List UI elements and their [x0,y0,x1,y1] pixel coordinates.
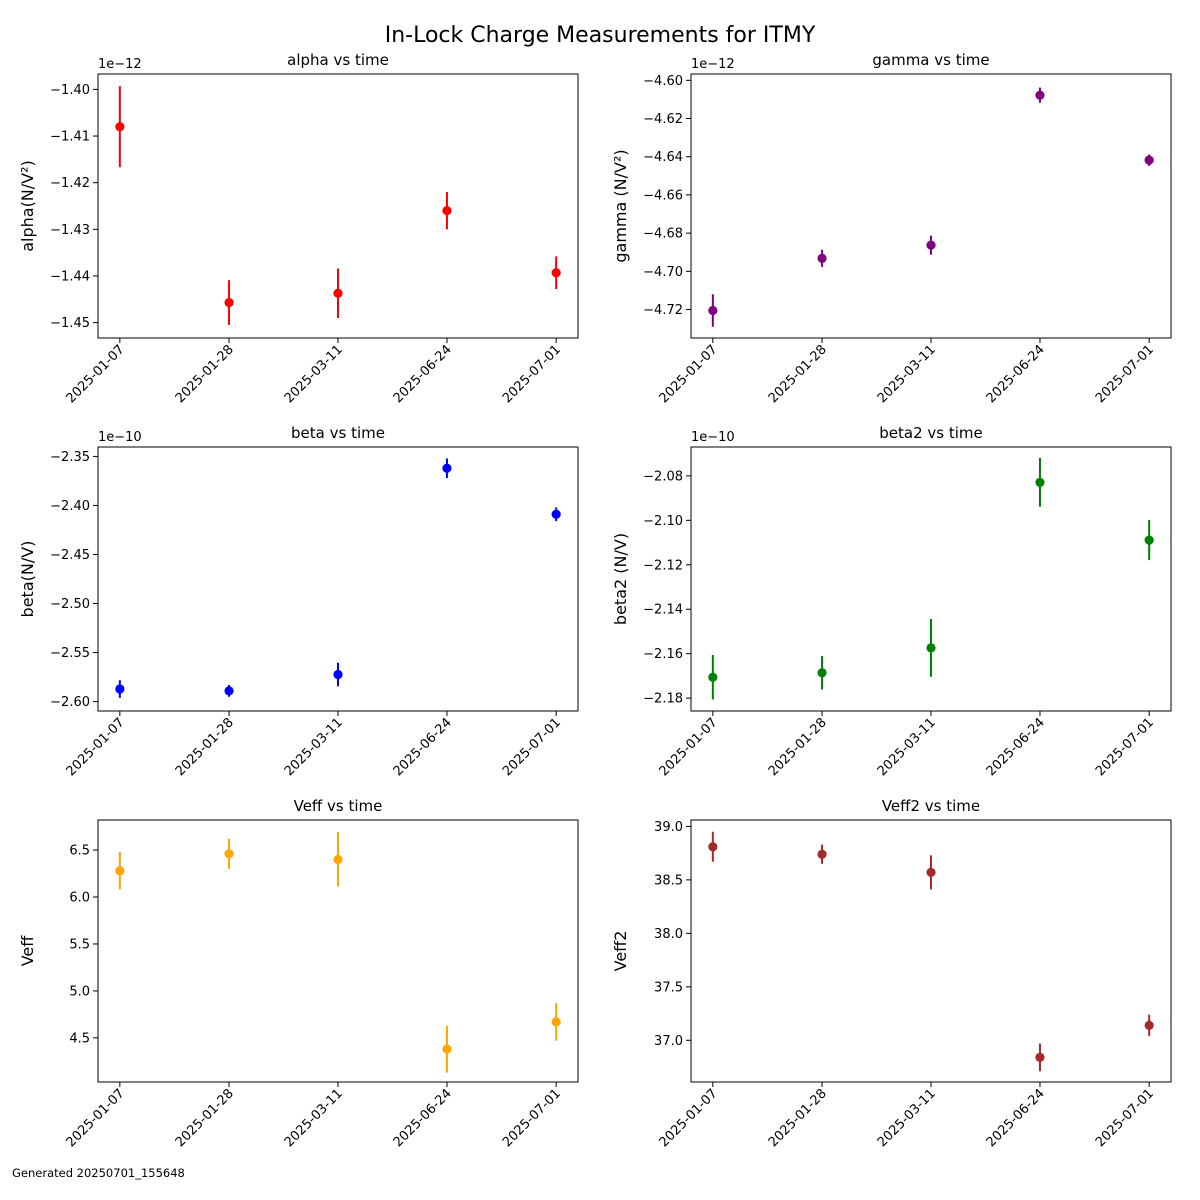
y-tick-label: −4.70 [643,265,683,280]
subplot-title: gamma vs time [872,51,989,69]
y-tick-label: −4.60 [643,74,683,89]
y-tick-label: −4.62 [643,112,683,127]
y-tick-label: 37.0 [654,1034,683,1049]
y-axis-label: beta(N/V) [18,541,37,618]
subplot-title: beta vs time [291,424,385,442]
y-tick-label: 6.0 [69,891,90,906]
subplot-title: Veff vs time [294,797,383,815]
data-point [926,867,936,878]
y-tick-label: 4.5 [69,1031,90,1046]
data-point [551,268,561,278]
subplot-title: beta2 vs time [879,424,982,442]
data-point [708,842,718,852]
data-point [551,1017,561,1027]
y-tick-label: 39.0 [654,820,683,835]
y-tick-label: −2.14 [643,603,683,618]
y-tick-label: −2.50 [50,597,90,612]
y-tick-label: −1.43 [50,223,90,238]
y-tick-label: 38.5 [654,873,683,888]
y-tick-label: 37.5 [654,980,683,995]
y-tick-label: 5.0 [69,984,90,999]
y-tick-label: −4.72 [643,303,683,318]
data-point [1144,155,1154,165]
y-tick-label: −1.40 [50,83,90,98]
y-tick-label: −4.68 [643,227,683,242]
y-tick-label: 5.5 [69,937,90,952]
y-axis-label: gamma (N/V²) [611,149,630,262]
data-point [442,1044,452,1054]
y-offset-label: 1e−10 [98,430,142,445]
subplot-title: Veff2 vs time [882,797,980,815]
y-tick-label: −1.44 [50,269,90,284]
data-point [442,463,452,473]
data-point [224,297,234,308]
data-point [333,288,343,298]
y-axis-label: Veff2 [611,931,630,972]
y-axis-label: Veff [18,935,37,967]
data-point [926,643,936,653]
y-tick-label: 6.5 [69,844,90,859]
data-point [817,253,827,263]
y-offset-label: 1e−10 [691,430,735,445]
y-offset-label: 1e−12 [98,57,142,72]
data-point [1035,90,1045,100]
data-point [442,206,452,216]
subplot-title: alpha vs time [287,51,389,69]
generated-footer: Generated 20250701_155648 [12,1166,185,1180]
data-point [1035,477,1045,487]
data-point [817,849,827,859]
data-point [708,305,718,316]
data-point [817,668,827,678]
y-offset-label: 1e−12 [691,57,735,72]
data-point [224,849,234,859]
data-point [926,240,936,250]
y-tick-label: 38.0 [654,927,683,942]
y-tick-label: −2.12 [643,558,683,573]
data-point [708,672,718,682]
y-tick-label: −4.66 [643,188,683,203]
y-tick-label: −2.10 [643,514,683,529]
y-tick-label: −2.60 [50,695,90,710]
y-tick-label: −2.08 [643,469,683,484]
y-axis-label: alpha(N/V²) [18,160,37,252]
data-point [115,122,125,132]
y-tick-label: −2.35 [50,450,90,465]
figure-title: In-Lock Charge Measurements for ITMY [385,23,816,48]
y-tick-label: −1.41 [50,130,90,145]
y-tick-label: −2.55 [50,646,90,661]
y-tick-label: −2.16 [643,647,683,662]
y-tick-label: −1.45 [50,316,90,331]
y-tick-label: −2.45 [50,548,90,563]
data-point [115,866,125,876]
y-tick-label: −2.40 [50,499,90,514]
y-axis-label: beta2 (N/V) [611,533,630,625]
data-point [1035,1052,1045,1063]
y-tick-label: −2.18 [643,692,683,707]
data-point [1144,535,1154,545]
data-point [551,509,561,519]
data-point [224,686,234,696]
y-tick-label: −1.42 [50,176,90,191]
data-point [333,669,343,680]
data-point [333,854,343,865]
y-tick-label: −4.64 [643,150,683,165]
data-point [115,684,125,694]
data-point [1144,1020,1154,1030]
